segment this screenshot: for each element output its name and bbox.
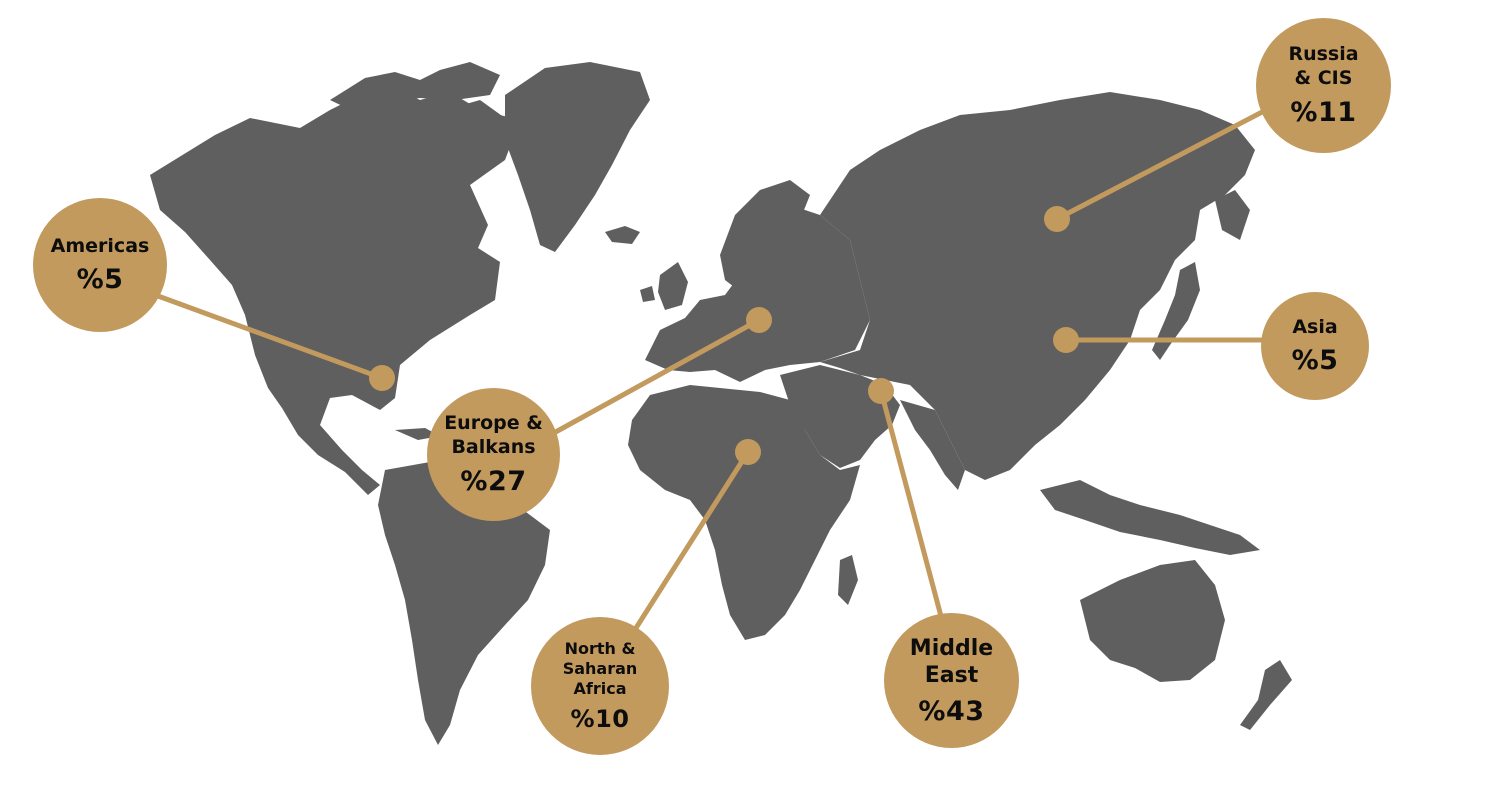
australia-landmass	[1080, 560, 1225, 682]
bubble-middle-east: Middle East %43	[884, 613, 1019, 748]
marker-dot-americas	[369, 365, 395, 391]
region-percent-north-saharan-africa: %10	[570, 705, 630, 733]
marker-dot-asia	[1053, 327, 1079, 353]
connector-north-saharan-africa	[633, 449, 751, 631]
region-percent-middle-east: %43	[918, 695, 985, 727]
marker-dot-middle-east	[868, 378, 894, 404]
bubble-north-saharan-africa: North & Saharan Africa %10	[531, 617, 669, 755]
new-zealand	[1240, 660, 1292, 730]
region-markers	[369, 206, 1079, 465]
region-label-asia: Asia	[1292, 315, 1338, 338]
baffin-island	[445, 100, 505, 165]
connector-americas	[155, 293, 385, 381]
madagascar	[838, 555, 858, 605]
region-percent-europe-balkans: %27	[460, 465, 527, 497]
region-percent-russia-cis: %11	[1290, 96, 1357, 128]
world-land-masses	[150, 62, 1292, 745]
south-america-landmass	[378, 462, 550, 745]
japan	[1152, 262, 1200, 360]
region-label-americas: Americas	[50, 234, 150, 257]
region-label-europe-balkans: Europe & Balkans	[444, 412, 543, 458]
bubble-russia-cis: Russia & CIS %11	[1256, 18, 1391, 153]
kamchatka	[1215, 190, 1250, 240]
region-percent-americas: %5	[76, 264, 124, 296]
north-america-landmass	[150, 88, 520, 495]
southeast-asia-islands	[1040, 480, 1260, 555]
region-connectors	[155, 107, 1269, 631]
asia-landmass	[820, 92, 1255, 480]
indian-subcontinent	[900, 400, 965, 490]
connector-europe-balkans	[549, 317, 762, 437]
africa-landmass	[628, 385, 860, 640]
europe-landmass	[645, 205, 870, 382]
british-isles	[640, 262, 688, 310]
region-percent-asia: %5	[1291, 345, 1339, 377]
iceland	[605, 226, 640, 244]
scandinavia	[720, 180, 810, 290]
arctic-islands	[330, 62, 500, 112]
bubble-europe-balkans: Europe & Balkans %27	[427, 388, 560, 521]
region-label-russia-cis: Russia & CIS	[1288, 43, 1359, 89]
region-label-middle-east: Middle East	[909, 635, 994, 689]
connector-russia-cis	[1054, 107, 1269, 222]
region-label-north-saharan-africa: North & Saharan Africa	[562, 639, 638, 698]
marker-dot-north-saharan-africa	[735, 439, 761, 465]
marker-dot-russia-cis	[1044, 206, 1070, 232]
greenland-landmass	[505, 62, 650, 252]
bubble-americas: Americas %5	[33, 198, 167, 332]
connector-middle-east	[878, 388, 945, 623]
marker-dot-europe-balkans	[746, 307, 772, 333]
bubble-asia: Asia %5	[1261, 292, 1369, 400]
